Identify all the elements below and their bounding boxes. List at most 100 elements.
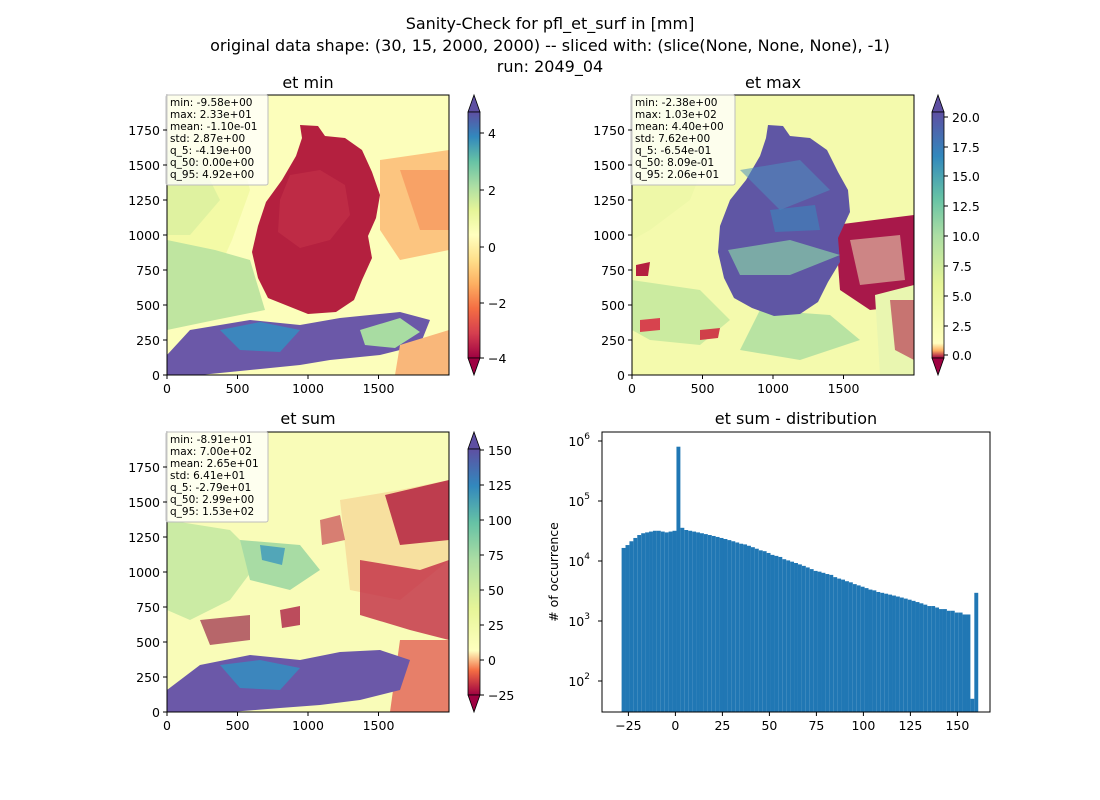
x-tick-label: 0 <box>628 381 636 396</box>
y-tick-label: 1500 <box>128 158 160 173</box>
colorbar-tick-label: 12.5 <box>952 199 980 214</box>
panel-title-et-sum-distribution: et sum - distribution <box>715 409 877 428</box>
histogram-bar <box>966 614 971 712</box>
histogram-bar <box>939 609 943 712</box>
colorbar-et-max: 20.0 17.5 15.0 12.5 10.0 7.5 5.0 2.5 0.0 <box>931 93 980 377</box>
histogram-bar <box>903 598 908 712</box>
histogram-bar <box>797 564 802 712</box>
y-tick-label: 500 <box>136 635 160 650</box>
histogram-bar <box>805 567 810 712</box>
stats-box-et-sum: min: -8.91e+01 max: 7.00e+02 mean: 2.65e… <box>165 431 269 523</box>
y-tick-label: 1250 <box>128 193 160 208</box>
x-tick-label: 1000 <box>757 381 789 396</box>
y-tick-label: 1000 <box>128 565 160 580</box>
colorbar-tick-label: 20.0 <box>952 110 980 125</box>
colorbar-tick-label: 15.0 <box>952 169 980 184</box>
stats-box-et-min: min: -9.58e+00 max: 2.33e+01 mean: -1.10… <box>165 94 269 186</box>
y-tick-label: 1000 <box>593 228 625 243</box>
colorbar-tick-label: 50 <box>488 583 504 598</box>
colorbar-tick-label: 2.5 <box>952 319 972 334</box>
histogram-bar <box>680 527 685 712</box>
colorbar-tick-label: 0 <box>488 653 496 668</box>
stat-line: std: 6.41e+01 <box>170 470 245 482</box>
stat-line: std: 2.87e+00 <box>170 133 245 145</box>
histogram-bar <box>766 552 771 712</box>
histogram-bar <box>656 530 661 712</box>
histogram-bar <box>723 539 728 712</box>
y-tick-label: 750 <box>136 263 160 278</box>
histogram-bar <box>649 531 653 712</box>
colorbar-tick-label: 5.0 <box>952 289 972 304</box>
y-tick-label: 1250 <box>593 193 625 208</box>
histogram-bar <box>841 579 845 712</box>
histogram-bar <box>927 606 932 712</box>
colorbar-tick-label: −2 <box>488 296 506 311</box>
colorbar-et-sum: 150 125 100 75 50 25 0 −25 <box>467 430 514 714</box>
histogram-bar <box>699 533 704 712</box>
histogram-bar <box>817 571 822 712</box>
x-axis-et-sum: 0 500 1000 1500 <box>163 712 394 733</box>
histogram-bar <box>645 532 650 712</box>
stat-line: max: 7.00e+02 <box>170 446 252 458</box>
stat-line: q_95: 2.06e+01 <box>635 169 719 181</box>
histogram-bar <box>923 604 928 712</box>
x-axis-et-min: 0 500 1000 1500 <box>163 375 394 396</box>
colorbar-tick-label: 0.0 <box>952 348 972 363</box>
y-tick-label: 1500 <box>128 495 160 510</box>
histogram-bar <box>758 550 763 712</box>
stats-box-et-max: min: -2.38e+00 max: 1.03e+02 mean: 4.40e… <box>630 94 736 186</box>
histogram-bar <box>664 532 669 712</box>
histogram-bar <box>688 530 693 712</box>
histogram-bar <box>899 597 904 712</box>
x-tick-label: 50 <box>761 718 777 733</box>
stat-line: min: -2.38e+00 <box>635 97 717 109</box>
stat-line: q_5: -4.19e+00 <box>170 145 251 157</box>
histogram-bar <box>907 599 912 712</box>
histogram-bar <box>837 578 842 712</box>
histogram-bar <box>888 594 893 712</box>
figure-title: Sanity-Check for pfl_et_surf in [mm] <box>406 14 695 34</box>
histogram-bar <box>825 574 830 712</box>
histogram-bar <box>895 596 900 712</box>
y-tick-label: 0 <box>617 368 625 383</box>
histogram-bar <box>794 563 798 712</box>
y-tick-label: 1500 <box>593 158 625 173</box>
y-tick-label: 106 <box>568 432 590 449</box>
histogram-bar <box>974 592 979 712</box>
stat-line: std: 7.62e+00 <box>635 133 710 145</box>
y-axis-label: # of occurrence <box>546 522 561 622</box>
histogram-bar <box>954 612 959 712</box>
histogram-bar <box>892 595 896 712</box>
histogram-bar <box>696 532 700 712</box>
x-tick-label: 125 <box>898 718 922 733</box>
histogram-bar <box>919 603 924 712</box>
histogram-bar <box>786 560 791 712</box>
stat-line: mean: 2.65e+01 <box>170 458 259 470</box>
y-tick-label: 250 <box>136 670 160 685</box>
y-tick-label: 1750 <box>593 123 625 138</box>
figure-run-label: run: 2049_04 <box>497 57 603 77</box>
histogram-bar <box>739 543 744 712</box>
histogram-bar <box>641 533 646 712</box>
histogram-bar <box>715 536 720 712</box>
x-tick-label: 1000 <box>292 381 324 396</box>
histogram-bar <box>743 544 748 712</box>
histogram-bar <box>778 556 783 712</box>
histogram-bar <box>880 592 885 712</box>
histogram-bar <box>790 561 795 712</box>
histogram-bar <box>884 593 889 712</box>
x-axis-et-max: 0 500 1000 1500 <box>628 375 859 396</box>
histogram-bar <box>727 540 732 712</box>
x-axis-histogram: −25 0 25 50 75 100 125 150 <box>615 712 969 733</box>
histogram-bar <box>692 531 697 712</box>
colorbar-tick-label: 10.0 <box>952 229 980 244</box>
histogram-bar <box>876 591 881 712</box>
x-tick-label: 500 <box>226 718 250 733</box>
histogram-bar <box>911 600 916 712</box>
heatmap-et-min <box>167 95 449 375</box>
stat-line: min: -8.91e+01 <box>170 434 252 446</box>
histogram-bar <box>703 534 708 712</box>
histogram-bar <box>774 555 779 712</box>
histogram-bar <box>915 602 920 712</box>
